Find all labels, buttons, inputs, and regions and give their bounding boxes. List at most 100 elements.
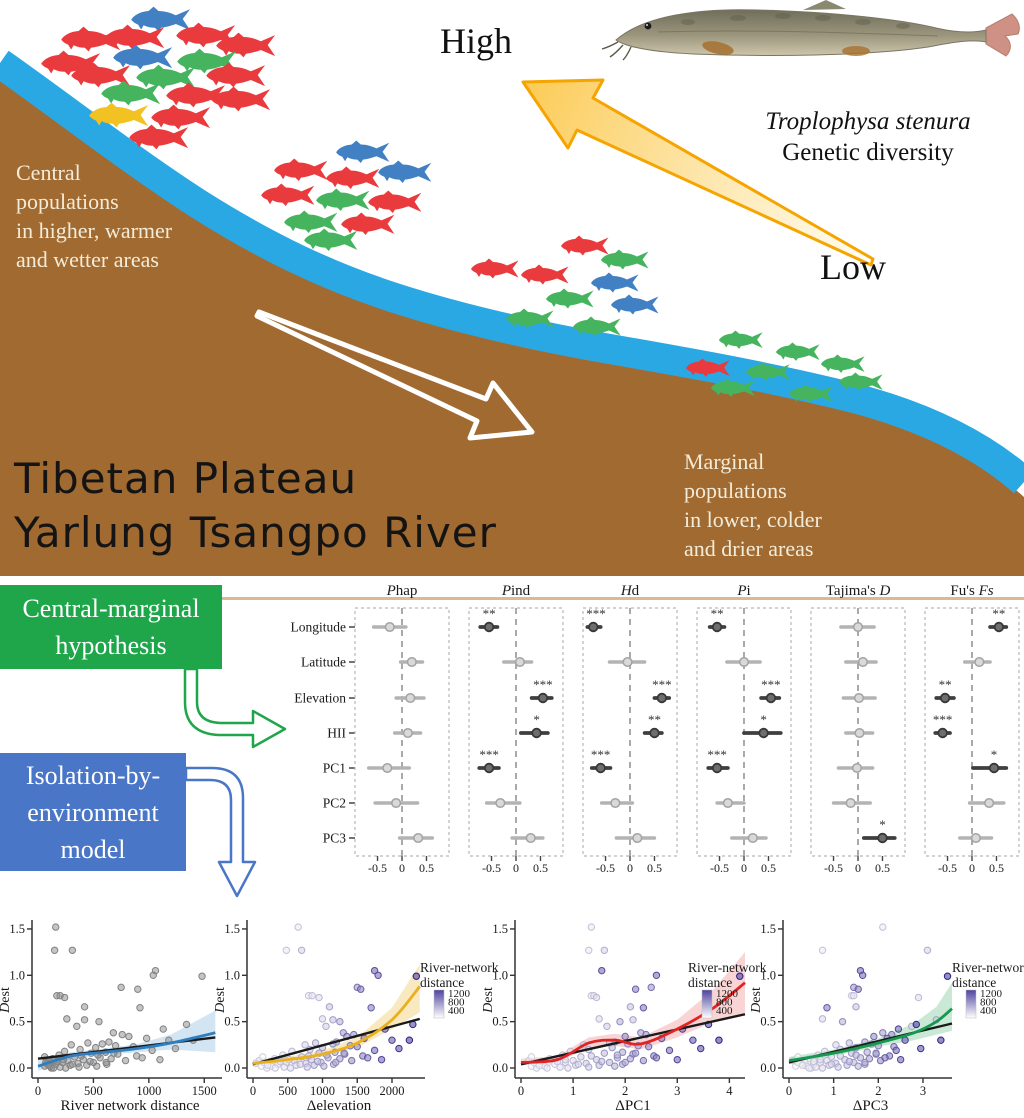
svg-text:Δelevation: Δelevation [307, 1098, 372, 1114]
downstream-arrow [254, 309, 535, 441]
svg-text:1.0: 1.0 [760, 968, 776, 982]
forest-panel: Hd-0.5 0 0.5*********** [582, 583, 678, 875]
smoothed-fit-curve [788, 1007, 953, 1062]
svg-text:***: *** [707, 747, 727, 762]
svg-text:3: 3 [920, 1084, 926, 1098]
svg-text:1.0: 1.0 [224, 968, 240, 982]
fish-school [261, 140, 432, 251]
svg-text:-0.5: -0.5 [482, 861, 501, 875]
scatter-points [789, 923, 952, 1072]
species-subtitle: Genetic diversity [782, 139, 954, 166]
svg-text:0.5: 0.5 [224, 1015, 240, 1029]
smoothed-fit-curve [252, 985, 421, 1065]
svg-text:400: 400 [448, 1005, 465, 1017]
scatter-plot-1: 0 500 1000 1500 0.0 0.5 1.0 1.5 River network di… [0, 920, 222, 1114]
svg-text:Fu's Fs: Fu's Fs [950, 583, 993, 599]
region-title: Tibetan Plateau Yarlung Tsangpo River [14, 452, 497, 560]
dot-whisker-panels: Longitude Latitude Elevation HII PC1 PC2 PC3 Ph… [291, 583, 1020, 875]
svg-text:800: 800 [448, 997, 465, 1009]
forest-panel: Tajima's D -0.5 0 0.5 * [810, 583, 906, 875]
marginal-populations-text: Marginal populations in lower, colder an… [684, 447, 822, 563]
svg-text:1.0: 1.0 [9, 968, 25, 982]
high-diversity-label: High [440, 21, 512, 61]
svg-text:0: 0 [786, 1084, 792, 1098]
svg-text:0: 0 [855, 861, 861, 875]
svg-text:ΔPC1: ΔPC1 [615, 1098, 651, 1114]
forest-row-labels: Longitude Latitude Elevation HII PC1 PC2 PC3 [291, 620, 355, 846]
scatter-points [252, 923, 421, 1072]
svg-text:***: *** [533, 677, 553, 692]
central-line: and wetter areas [16, 247, 159, 272]
central-line: populations [16, 189, 119, 214]
svg-text:Elevation: Elevation [294, 691, 346, 706]
svg-text:Dest: Dest [749, 987, 764, 1014]
illustration-canvas [0, 0, 1024, 600]
svg-text:0: 0 [969, 861, 975, 875]
cm-box-line: Central-marginal [22, 594, 200, 623]
svg-text:0.5: 0.5 [419, 861, 434, 875]
svg-text:PC1: PC1 [323, 761, 346, 776]
svg-text:Phap: Phap [386, 583, 418, 599]
svg-text:500: 500 [84, 1084, 103, 1098]
central-populations-text: Central populations in higher, warmer an… [16, 158, 172, 274]
svg-text:1200: 1200 [716, 988, 739, 1000]
svg-text:2: 2 [875, 1084, 881, 1098]
ibe-box-line: environment [27, 797, 159, 827]
river-shape [0, 50, 1024, 494]
svg-text:Dest: Dest [0, 987, 13, 1014]
svg-text:400: 400 [980, 1005, 997, 1017]
svg-text:0.5: 0.5 [492, 1015, 508, 1029]
svg-text:River network distance: River network distance [60, 1098, 199, 1114]
svg-text:0: 0 [35, 1084, 41, 1098]
svg-text:0.0: 0.0 [492, 1061, 508, 1075]
svg-text:Pind: Pind [501, 583, 531, 599]
svg-text:**: ** [939, 677, 952, 692]
central-marginal-hypothesis-box: Central-marginal hypothesis [0, 585, 222, 669]
svg-text:Dest: Dest [481, 987, 496, 1014]
svg-text:0: 0 [250, 1084, 256, 1098]
svg-text:-0.5: -0.5 [710, 861, 729, 875]
svg-text:0.0: 0.0 [9, 1061, 25, 1075]
svg-text:Latitude: Latitude [301, 655, 346, 670]
forest-panel: Phap -0.5 0 0.5 [354, 583, 450, 875]
svg-text:***: *** [933, 712, 953, 727]
svg-text:distance: distance [952, 975, 996, 990]
illustration-bottom-edge [0, 597, 1024, 600]
svg-text:distance: distance [420, 975, 464, 990]
svg-text:800: 800 [980, 997, 997, 1009]
svg-text:***: *** [761, 677, 781, 692]
svg-text:0.5: 0.5 [989, 861, 1004, 875]
svg-text:800: 800 [716, 997, 733, 1009]
svg-text:**: ** [483, 606, 496, 621]
fish-photo [601, 0, 1020, 61]
svg-text:Pi: Pi [736, 583, 750, 599]
svg-text:***: *** [586, 606, 606, 621]
svg-text:ΔPC3: ΔPC3 [853, 1098, 889, 1114]
svg-text:500: 500 [278, 1084, 297, 1098]
svg-text:1: 1 [570, 1084, 576, 1098]
svg-text:1.5: 1.5 [224, 922, 240, 936]
marginal-line: in lower, colder [684, 507, 822, 532]
ibe-box-line: Isolation-by- [25, 760, 161, 790]
region-title-line1: Tibetan Plateau [14, 454, 358, 503]
svg-text:*: * [760, 712, 767, 727]
svg-text:1200: 1200 [980, 988, 1003, 1000]
scatter-plot-2: 0 500 1000 1500 2000 0.0 0.5 1.0 1.5 Δelevation De… [213, 920, 499, 1114]
svg-text:1500: 1500 [345, 1084, 370, 1098]
svg-text:0.5: 0.5 [761, 861, 776, 875]
svg-text:1: 1 [831, 1084, 837, 1098]
low-diversity-label: Low [820, 247, 886, 287]
svg-text:0.5: 0.5 [9, 1015, 25, 1029]
svg-text:PC3: PC3 [323, 831, 347, 846]
linear-fit-line [520, 1013, 746, 1066]
svg-text:1.5: 1.5 [760, 922, 776, 936]
svg-text:0: 0 [627, 861, 633, 875]
smoothed-fit-curve [37, 1031, 216, 1068]
svg-text:3: 3 [674, 1084, 680, 1098]
svg-text:400: 400 [716, 1005, 733, 1017]
svg-text:0: 0 [399, 861, 405, 875]
svg-text:1000: 1000 [310, 1084, 335, 1098]
svg-text:Dest: Dest [213, 987, 228, 1014]
